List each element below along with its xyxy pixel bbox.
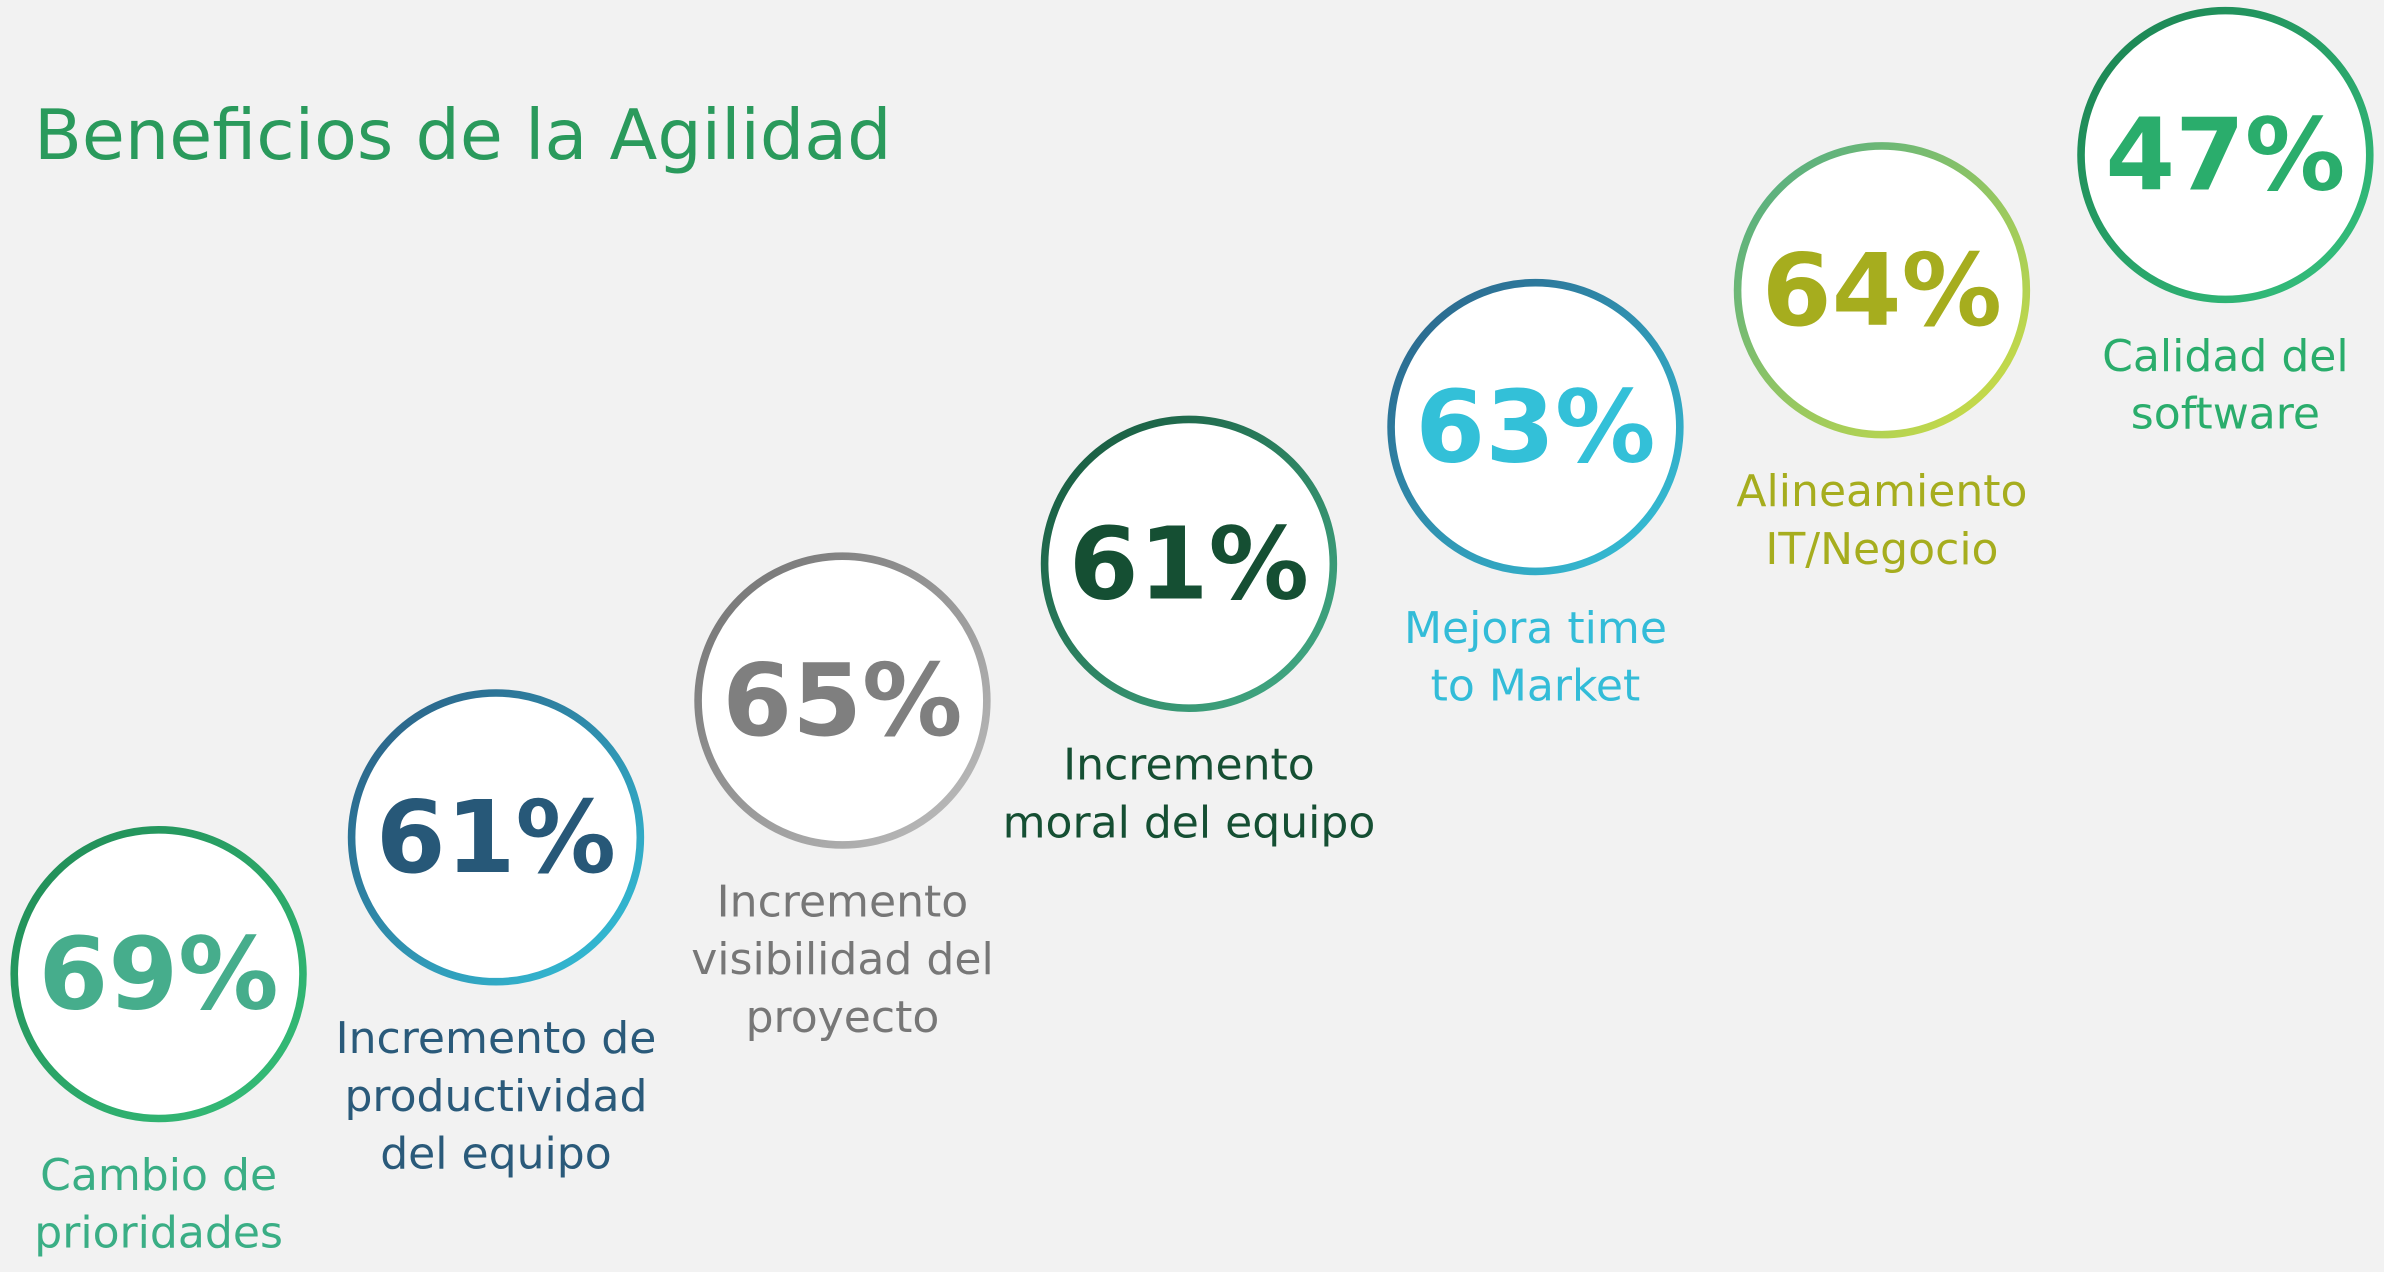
ring <box>1733 142 2031 439</box>
benefit-label: proyecto <box>746 992 940 1043</box>
benefit-label: IT/Negocio <box>1765 524 1998 575</box>
benefit-label: Alineamiento <box>1736 466 2027 517</box>
benefit: 64% Alineamiento IT/Negocio <box>1733 142 2031 575</box>
benefit: 63% Mejora time to Market <box>1387 278 1684 712</box>
ring <box>10 825 307 1123</box>
ring <box>347 689 645 986</box>
benefit-label: visibilidad del <box>691 934 993 985</box>
benefit: 61% Incremento moral del equipo <box>1003 415 1376 848</box>
benefit-label: moral del equipo <box>1003 797 1376 848</box>
percentage: 69% <box>39 916 279 1033</box>
percentage: 61% <box>1069 505 1309 622</box>
benefit-label: productividad <box>344 1071 647 1122</box>
benefit: 65% Incremento visibilidad del proyecto <box>691 552 994 1043</box>
benefit-label: Incremento de <box>336 1013 657 1064</box>
benefit: 69% Cambio de prioridades <box>10 825 307 1259</box>
percentage: 64% <box>1762 232 2002 349</box>
benefit: 47% Calidad del software <box>2077 6 2374 440</box>
ring <box>1040 415 1338 712</box>
benefit-label: Mejora time <box>1404 603 1667 654</box>
benefit-label: to Market <box>1431 661 1641 712</box>
benefit-label: software <box>2131 389 2320 440</box>
benefit: 61% Incremento de productividad del equipo <box>336 689 657 1180</box>
benefit-label: del equipo <box>380 1129 612 1180</box>
ring <box>694 552 991 849</box>
title: Beneficios de la Agilidad <box>34 95 892 176</box>
benefit-label: Cambio de <box>40 1150 277 1201</box>
ring <box>1387 278 1684 576</box>
percentage: 47% <box>2105 97 2345 214</box>
ring <box>2077 6 2374 304</box>
benefit-label: Incremento <box>717 876 969 927</box>
benefit-list: 69% Cambio de prioridades 61% Incremento de p… <box>10 6 2374 1259</box>
benefit-label: Incremento <box>1063 740 1315 791</box>
percentage: 65% <box>722 642 962 759</box>
benefit-label: Calidad del <box>2102 331 2349 382</box>
benefit-label: prioridades <box>34 1208 283 1259</box>
percentage: 61% <box>376 779 616 896</box>
percentage: 63% <box>1415 369 1655 486</box>
